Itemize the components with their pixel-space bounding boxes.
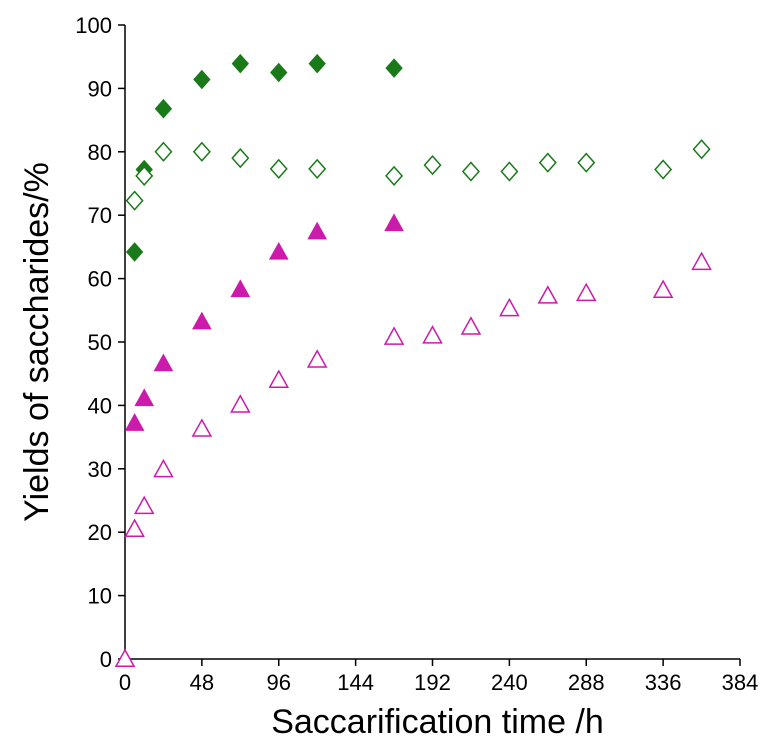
y-tick-label: 60 xyxy=(88,267,112,292)
data-point-series-2 xyxy=(654,159,673,180)
data-point-series-2 xyxy=(308,158,327,180)
x-axis-title: Saccarification time /h xyxy=(271,703,604,741)
x-tick-label: 144 xyxy=(337,670,374,695)
data-point-series-4 xyxy=(306,349,328,368)
data-point-series-4 xyxy=(153,458,174,478)
y-tick-label: 20 xyxy=(88,520,112,545)
data-point-series-4 xyxy=(133,495,155,515)
data-point-series-4 xyxy=(652,279,674,298)
y-tick-label: 70 xyxy=(88,203,112,228)
x-tick-label: 96 xyxy=(267,670,291,695)
data-point-series-2 xyxy=(461,161,480,182)
data-point-series-4 xyxy=(575,282,597,302)
data-point-series-1 xyxy=(154,98,173,119)
data-point-series-4 xyxy=(499,297,520,317)
data-point-series-4 xyxy=(460,316,482,335)
data-point-series-3 xyxy=(230,279,251,298)
data-point-series-2 xyxy=(538,152,557,173)
data-point-series-4 xyxy=(114,648,136,667)
y-tick-label: 80 xyxy=(88,140,112,165)
y-tick-label: 30 xyxy=(88,457,112,482)
data-point-series-3 xyxy=(307,221,328,240)
data-point-series-4 xyxy=(124,518,145,537)
data-point-series-4 xyxy=(230,394,251,413)
data-point-series-2 xyxy=(192,141,211,162)
data-point-series-2 xyxy=(231,148,250,169)
x-tick-label: 384 xyxy=(722,670,759,695)
data-point-series-3 xyxy=(134,388,155,407)
data-point-series-1 xyxy=(308,53,326,74)
y-tick-label: 100 xyxy=(75,13,112,38)
x-tick-label: 192 xyxy=(414,670,451,695)
data-point-series-2 xyxy=(692,139,711,160)
data-point-series-1 xyxy=(385,58,403,78)
data-point-series-2 xyxy=(500,161,519,182)
data-point-series-4 xyxy=(422,325,443,344)
data-point-series-3 xyxy=(192,311,212,330)
x-tick-label: 240 xyxy=(491,670,528,695)
data-point-series-2 xyxy=(577,152,596,173)
data-point-series-2 xyxy=(125,190,144,211)
data-point-series-2 xyxy=(135,165,154,187)
ticks: 0 10 20 30 40 50 60 70 80 90 100 0 48 96 144 192 240 288 3… xyxy=(75,13,758,695)
y-tick-label: 50 xyxy=(88,330,112,355)
data-points xyxy=(114,53,712,667)
data-point-series-1 xyxy=(231,53,249,74)
data-point-series-4 xyxy=(268,369,290,388)
y-tick-label: 0 xyxy=(100,647,112,672)
y-tick-label: 40 xyxy=(88,393,112,418)
data-point-series-3 xyxy=(384,213,404,232)
data-point-series-4 xyxy=(537,285,559,304)
data-point-series-1 xyxy=(193,69,211,90)
data-point-series-1 xyxy=(125,242,144,262)
data-point-series-3 xyxy=(124,413,145,431)
y-axis-title: Yields of saccharides/% xyxy=(18,162,56,522)
data-point-series-3 xyxy=(268,241,289,260)
data-point-series-2 xyxy=(269,158,288,180)
x-tick-label: 0 xyxy=(119,670,131,695)
x-tick-label: 288 xyxy=(568,670,605,695)
x-tick-label: 48 xyxy=(190,670,214,695)
data-point-series-3 xyxy=(153,353,174,372)
data-point-series-4 xyxy=(383,326,405,345)
data-point-series-4 xyxy=(691,251,712,271)
data-point-series-1 xyxy=(270,62,288,83)
y-tick-label: 10 xyxy=(88,584,112,609)
data-point-series-2 xyxy=(423,154,442,176)
data-point-series-4 xyxy=(191,418,213,437)
x-tick-label: 336 xyxy=(645,670,682,695)
data-point-series-2 xyxy=(154,141,173,162)
data-point-series-2 xyxy=(385,165,404,187)
y-tick-label: 90 xyxy=(88,76,112,101)
